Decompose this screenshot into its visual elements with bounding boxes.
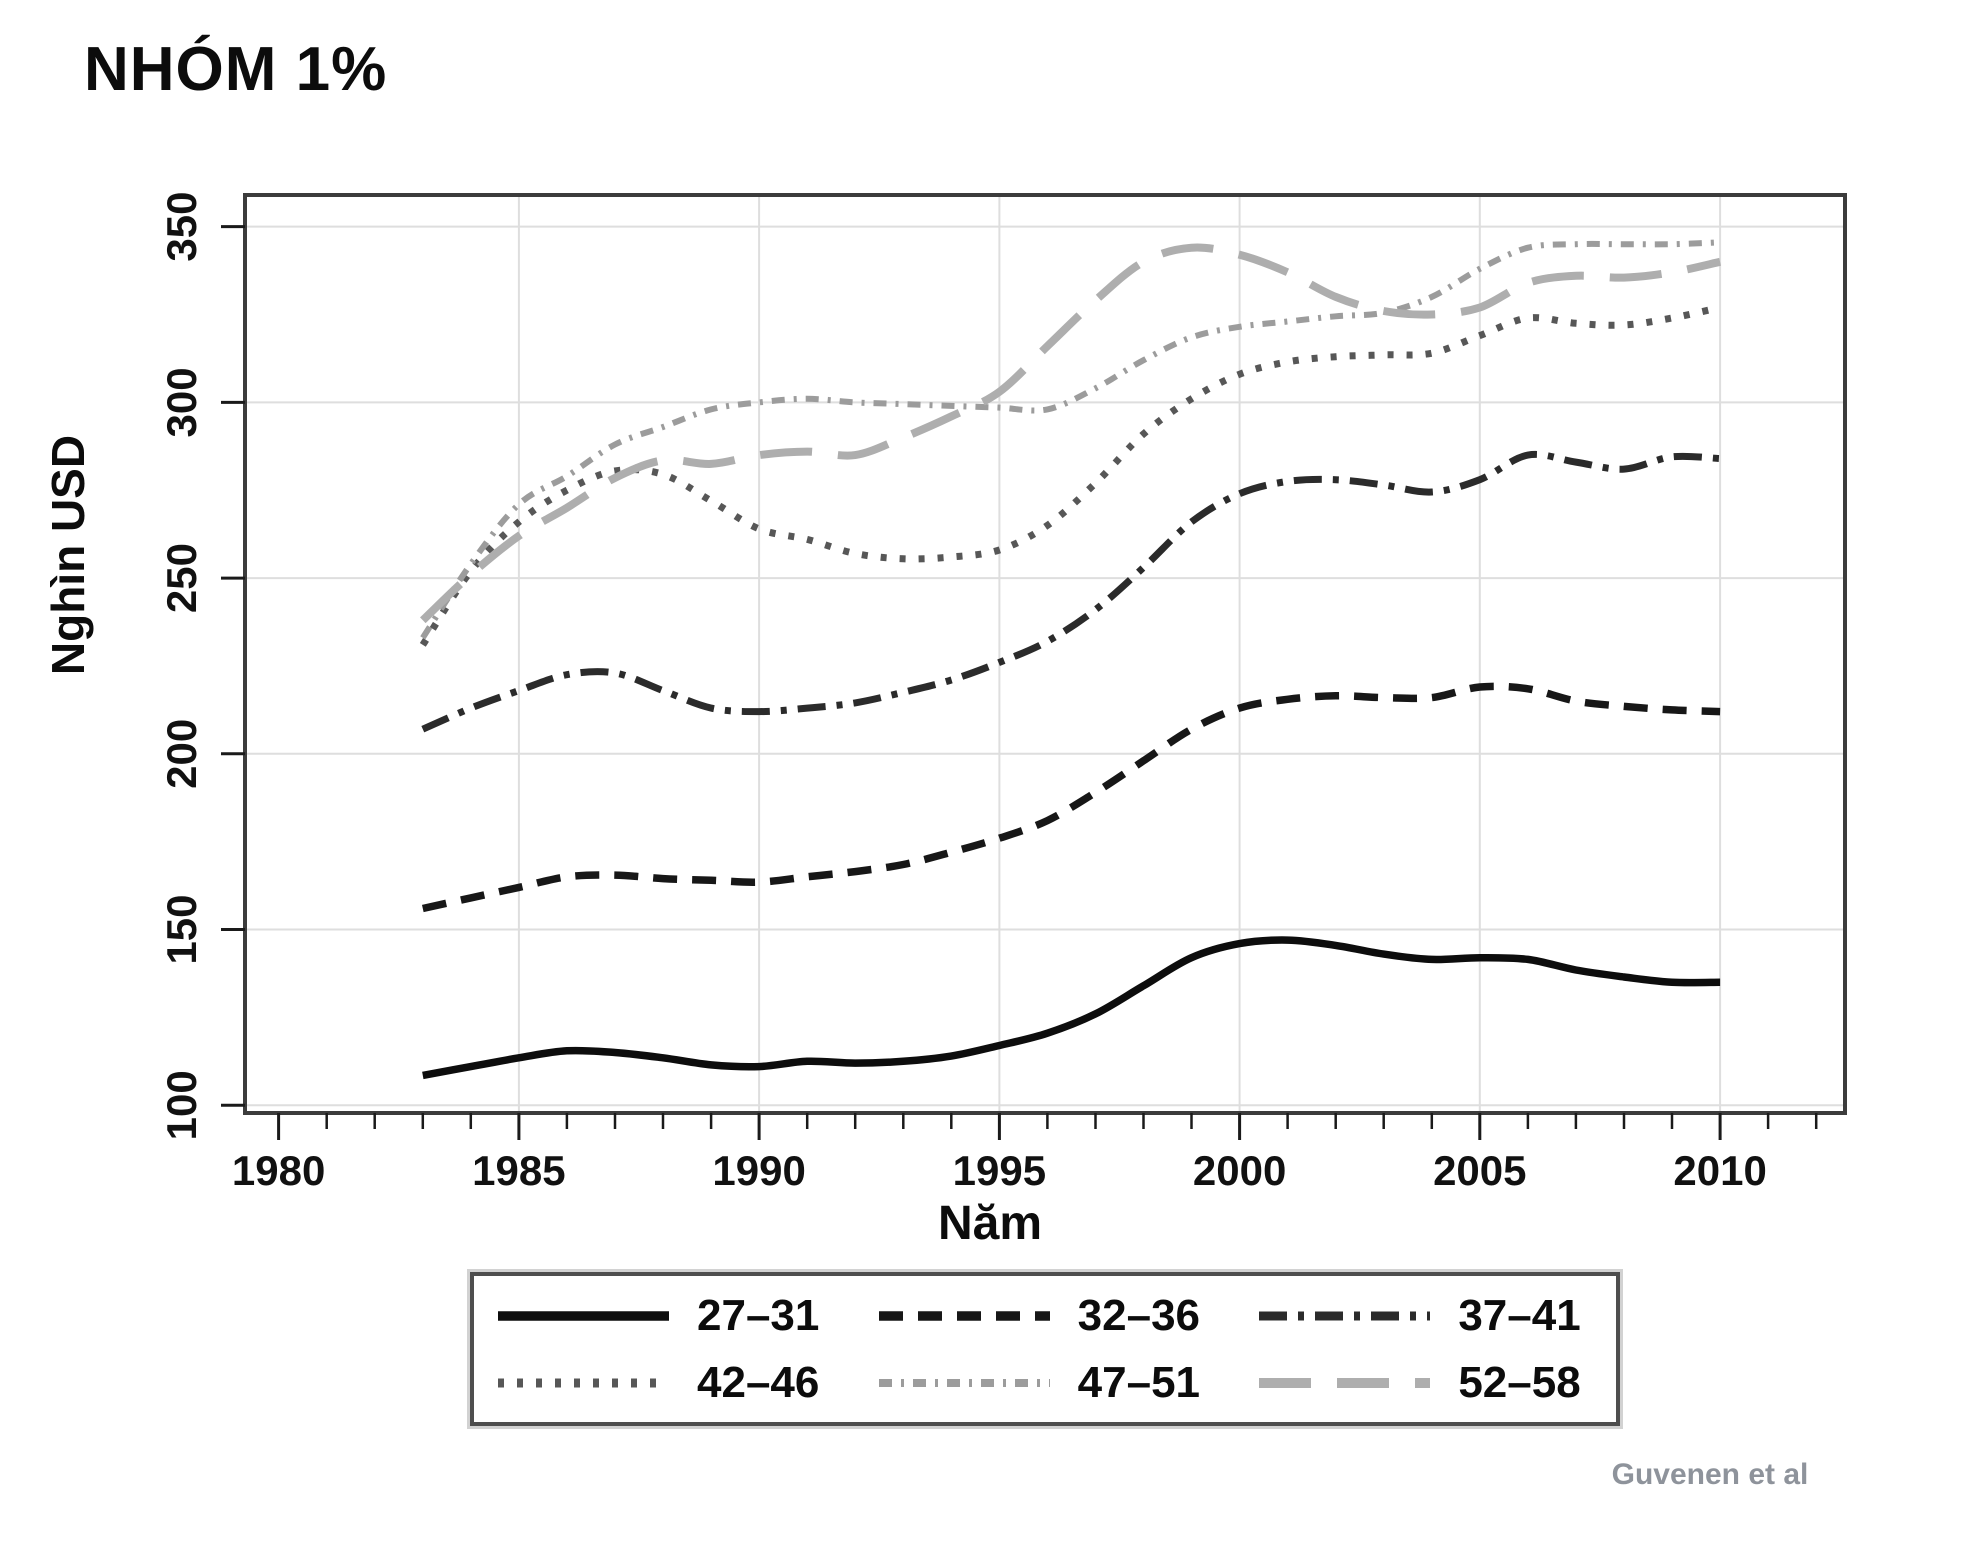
- plot-frame: [243, 193, 1847, 1115]
- y-tick-label: 250: [158, 543, 205, 613]
- legend-line-dotted-icon: [498, 1378, 669, 1387]
- x-tick-label: 2000: [1193, 1147, 1286, 1194]
- x-axis-label: Năm: [937, 1197, 1043, 1250]
- y-tick-label: 300: [158, 367, 205, 437]
- legend-item: 32–36: [855, 1291, 1236, 1341]
- series-line-27-31: [422, 936, 1721, 1080]
- legend-item: 27–31: [474, 1291, 855, 1341]
- x-tick-label: 1990: [712, 1147, 805, 1194]
- x-tick-label: 1985: [472, 1147, 565, 1194]
- y-tick-label: 350: [158, 192, 205, 262]
- series-line-37-41: [421, 450, 1721, 733]
- page-title: NHÓM 1%: [84, 35, 388, 104]
- legend-item-label: 52–58: [1458, 1357, 1581, 1407]
- x-tick-label: 1980: [232, 1147, 325, 1194]
- legend-line-dashed-icon: [878, 1310, 1050, 1321]
- legend-line-longdash-icon: [1259, 1377, 1431, 1388]
- legend: 27–31 32–36 37–41 42–46 47–51 52–58: [470, 1272, 1620, 1426]
- legend-item-label: 37–41: [1458, 1290, 1581, 1340]
- legend-item-label: 42–46: [697, 1357, 820, 1407]
- axis-ticks: [221, 225, 1818, 1140]
- legend-item-label: 47–51: [1077, 1357, 1201, 1407]
- legend-item: 47–51: [855, 1358, 1236, 1408]
- legend-item: 52–58: [1235, 1358, 1616, 1408]
- series-line-52-58: [420, 243, 1721, 624]
- legend-item-label: 27–31: [697, 1290, 820, 1340]
- y-tick-label: 150: [158, 894, 205, 964]
- x-tick-label: 2010: [1673, 1147, 1766, 1194]
- legend-item-label: 32–36: [1077, 1290, 1201, 1340]
- attribution-text: Guvenen et al: [1611, 1458, 1809, 1491]
- series-line-42-46: [419, 304, 1721, 647]
- series-line-32-36: [421, 682, 1721, 913]
- legend-line-finedashdot-icon: [878, 1378, 1050, 1387]
- y-tick-label: 100: [158, 1070, 205, 1140]
- tick-labels: 100 150 200 250 300 350 1980 1985 1990 1995 2000 20…: [158, 192, 1767, 1194]
- legend-line-solid-icon: [498, 1310, 669, 1321]
- x-tick-label: 1995: [953, 1147, 1046, 1194]
- legend-line-dashdot-icon: [1259, 1311, 1431, 1320]
- legend-item: 42–46: [474, 1358, 855, 1408]
- legend-item: 37–41: [1235, 1291, 1616, 1341]
- x-tick-label: 2005: [1433, 1147, 1526, 1194]
- y-tick-label: 200: [158, 719, 205, 789]
